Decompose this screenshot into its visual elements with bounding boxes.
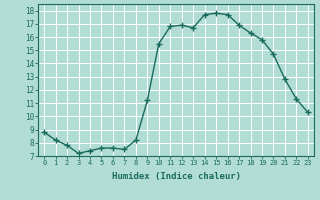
X-axis label: Humidex (Indice chaleur): Humidex (Indice chaleur) xyxy=(111,172,241,181)
